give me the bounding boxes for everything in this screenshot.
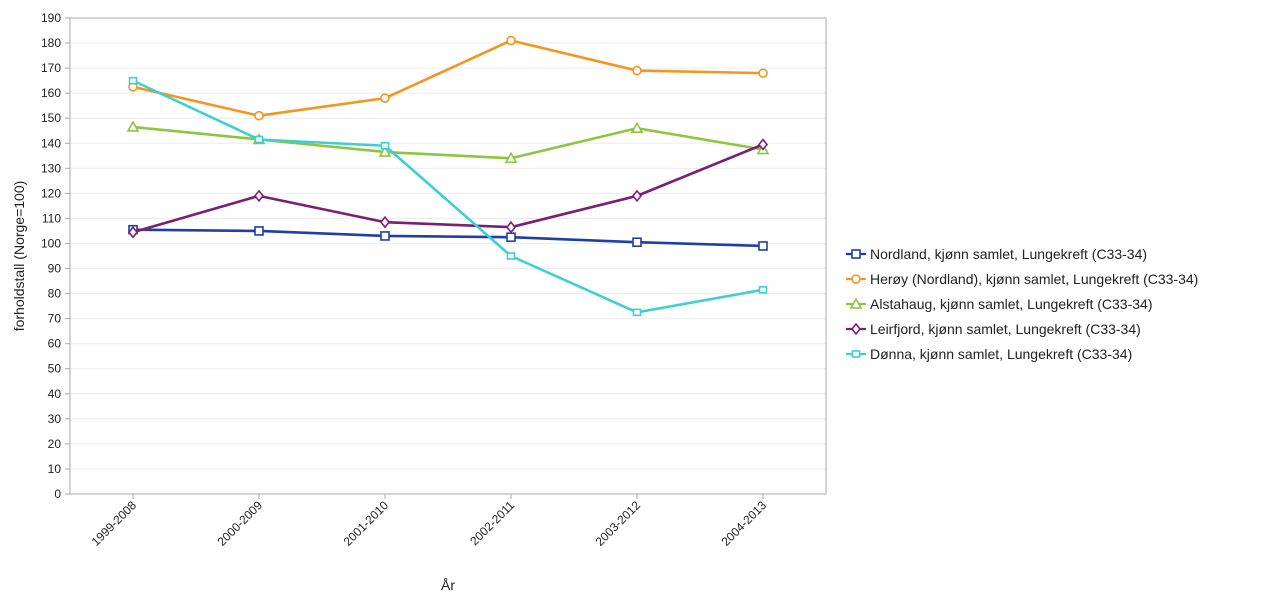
legend-label: Herøy (Nordland), kjønn samlet, Lungekre… bbox=[870, 271, 1198, 287]
y-tick-label: 60 bbox=[48, 337, 62, 351]
data-point bbox=[254, 135, 264, 144]
x-tick-label: 2001-2010 bbox=[341, 498, 392, 549]
y-tick-label: 90 bbox=[48, 262, 62, 276]
series-2 bbox=[128, 35, 768, 121]
y-axis: 0 10 20 30 40 50 60 70 80 90 100 110 120 130 140 150 160… bbox=[41, 11, 70, 501]
plot-area bbox=[69, 17, 827, 495]
legend-label: Leirfjord, kjønn samlet, Lungekreft (C33… bbox=[870, 321, 1141, 337]
legend-label: Nordland, kjønn samlet, Lungekreft (C33-… bbox=[870, 246, 1147, 262]
data-point bbox=[254, 110, 264, 121]
data-point bbox=[630, 121, 644, 134]
data-point bbox=[380, 93, 390, 103]
data-point bbox=[505, 220, 517, 234]
data-point bbox=[506, 232, 516, 243]
series-line bbox=[132, 79, 764, 314]
data-point bbox=[632, 237, 642, 248]
y-tick-label: 50 bbox=[48, 362, 62, 376]
y-tick-label: 170 bbox=[41, 61, 61, 75]
y-tick-label: 110 bbox=[42, 211, 61, 225]
x-tick-label: 2000-2009 bbox=[215, 498, 266, 549]
data-point bbox=[758, 286, 768, 294]
y-tick-label: 140 bbox=[41, 136, 61, 150]
series-line bbox=[132, 125, 764, 160]
series-group bbox=[126, 35, 770, 317]
data-point bbox=[506, 35, 516, 46]
data-point bbox=[379, 215, 391, 229]
x-tick-label: 2003-2012 bbox=[593, 498, 644, 549]
data-point bbox=[758, 241, 768, 251]
y-tick-label: 40 bbox=[48, 387, 62, 401]
series-3 bbox=[126, 120, 770, 164]
y-tick-label: 180 bbox=[41, 36, 61, 50]
legend-label: Alstahaug, kjønn samlet, Lungekreft (C33… bbox=[870, 296, 1152, 312]
data-point bbox=[253, 189, 265, 203]
legend-item: Herøy (Nordland), kjønn samlet, Lungekre… bbox=[846, 271, 1198, 287]
legend-item: Leirfjord, kjønn samlet, Lungekreft (C33… bbox=[846, 321, 1141, 337]
legend-marker bbox=[850, 322, 862, 336]
x-axis-label: År bbox=[441, 577, 455, 593]
data-point bbox=[127, 225, 139, 239]
data-point bbox=[631, 189, 643, 203]
y-tick-label: 190 bbox=[41, 11, 61, 25]
data-point bbox=[254, 226, 264, 236]
data-point bbox=[378, 145, 392, 157]
y-tick-label: 160 bbox=[41, 86, 61, 100]
series-5 bbox=[128, 76, 768, 317]
legend-marker bbox=[851, 249, 861, 259]
y-tick-label: 80 bbox=[48, 287, 62, 301]
y-tick-label: 120 bbox=[41, 186, 61, 200]
data-point bbox=[758, 68, 768, 78]
data-point bbox=[757, 138, 769, 151]
data-point bbox=[128, 76, 138, 85]
y-tick-label: 150 bbox=[41, 111, 61, 125]
legend-label: Dønna, kjønn samlet, Lungekreft (C33-34) bbox=[870, 346, 1132, 362]
y-axis-label: forholdstall (Norge=100) bbox=[11, 181, 27, 332]
x-tick-label: 2002-2011 bbox=[467, 498, 517, 548]
data-point bbox=[504, 151, 518, 164]
y-tick-label: 130 bbox=[41, 161, 61, 175]
data-point bbox=[632, 65, 642, 76]
data-point bbox=[632, 308, 642, 317]
series-4 bbox=[127, 138, 769, 239]
series-line bbox=[132, 39, 764, 118]
legend-item: Alstahaug, kjønn samlet, Lungekreft (C33… bbox=[846, 296, 1152, 312]
y-tick-label: 70 bbox=[48, 312, 62, 326]
x-tick-label: 2004-2013 bbox=[719, 498, 770, 549]
y-tick-label: 100 bbox=[41, 236, 61, 250]
data-point bbox=[380, 141, 390, 150]
legend-item: Dønna, kjønn samlet, Lungekreft (C33-34) bbox=[846, 346, 1132, 362]
data-point bbox=[506, 252, 516, 260]
legend-marker bbox=[851, 350, 861, 358]
y-tick-label: 0 bbox=[54, 487, 61, 501]
series-line bbox=[132, 143, 764, 234]
legend-marker bbox=[849, 297, 863, 309]
y-tick-label: 30 bbox=[48, 412, 62, 426]
y-tick-label: 10 bbox=[48, 462, 62, 476]
y-tick-label: 20 bbox=[48, 437, 62, 451]
data-point bbox=[380, 231, 390, 241]
legend: Nordland, kjønn samlet, Lungekreft (C33-… bbox=[846, 246, 1198, 362]
x-tick-label: 1999-2008 bbox=[89, 498, 140, 549]
x-axis: 1999-2008 2000-2009 2001-2010 2002-2011 2003… bbox=[89, 494, 770, 549]
data-point bbox=[126, 120, 140, 132]
legend-item: Nordland, kjønn samlet, Lungekreft (C33-… bbox=[846, 246, 1147, 262]
legend-marker bbox=[851, 274, 861, 284]
series-line bbox=[132, 228, 764, 248]
series-1 bbox=[128, 224, 768, 251]
